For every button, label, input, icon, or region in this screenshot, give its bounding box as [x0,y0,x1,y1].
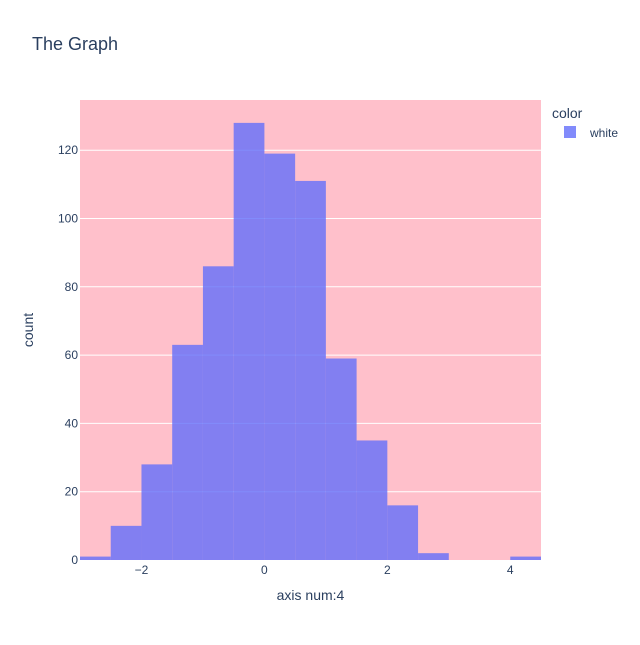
histogram-bar[interactable] [172,344,203,560]
x-axis-ticks: −2 0 2 4 [135,563,514,577]
histogram-bar[interactable] [356,440,388,560]
histogram-bar[interactable] [295,180,326,560]
y-tick-label: 40 [65,416,79,430]
histogram-bar[interactable] [510,556,541,560]
histogram-bar[interactable] [325,358,357,560]
histogram-bar[interactable] [80,556,111,560]
y-tick-label: 0 [71,553,78,567]
legend-swatch-white[interactable] [564,126,576,138]
y-tick-label: 120 [58,143,78,157]
legend-title: color [552,105,583,121]
legend: color white [552,105,618,140]
histogram-bar[interactable] [233,122,265,560]
y-tick-label: 100 [58,212,78,226]
histogram-bar[interactable] [141,464,173,560]
y-axis-title: count [20,313,36,347]
legend-label-white[interactable]: white [589,126,618,140]
y-tick-label: 80 [65,280,79,294]
x-axis-title: axis num:4 [277,587,345,603]
x-tick-label: 4 [507,563,514,577]
histogram-bar[interactable] [202,266,234,560]
histogram-bar[interactable] [110,525,142,560]
y-tick-label: 20 [65,485,79,499]
y-tick-label: 60 [65,348,79,362]
chart-title: The Graph [32,34,118,54]
x-tick-label: 0 [261,563,268,577]
histogram-bar[interactable] [264,153,296,560]
bars [80,122,541,560]
histogram-bar[interactable] [418,553,449,560]
y-axis-ticks: 0 20 40 60 80 100 120 [58,143,78,567]
histogram-bar[interactable] [387,505,419,560]
x-tick-label: 2 [384,563,391,577]
x-tick-label: −2 [135,563,149,577]
